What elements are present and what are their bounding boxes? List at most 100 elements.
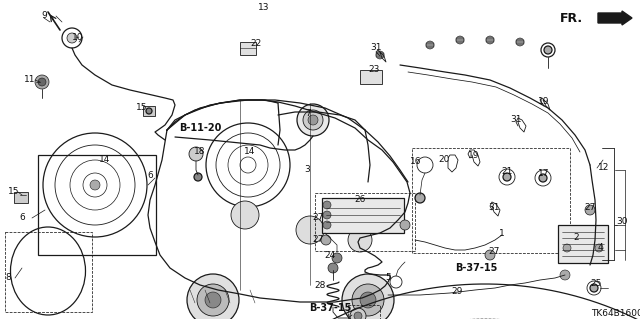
Circle shape <box>328 263 338 273</box>
Text: 23: 23 <box>368 65 380 75</box>
Text: 18: 18 <box>195 147 205 157</box>
Text: 3: 3 <box>304 166 310 174</box>
Text: 31: 31 <box>371 43 381 53</box>
Circle shape <box>539 174 547 182</box>
Text: 27: 27 <box>312 213 324 222</box>
Circle shape <box>205 292 221 308</box>
Circle shape <box>197 284 229 316</box>
Bar <box>322 198 404 233</box>
Circle shape <box>595 244 603 252</box>
Circle shape <box>352 284 384 316</box>
Bar <box>38 155 156 255</box>
Circle shape <box>350 308 366 319</box>
Circle shape <box>35 75 49 89</box>
Circle shape <box>485 250 495 260</box>
Circle shape <box>426 41 434 49</box>
Circle shape <box>415 193 425 203</box>
Text: 12: 12 <box>598 164 610 173</box>
Text: 31: 31 <box>510 115 522 124</box>
Bar <box>143 106 155 116</box>
Circle shape <box>194 173 202 181</box>
Circle shape <box>303 110 323 130</box>
Circle shape <box>348 228 372 252</box>
Text: 25: 25 <box>590 279 602 288</box>
Circle shape <box>332 253 342 263</box>
Text: 6: 6 <box>147 170 153 180</box>
Text: 13: 13 <box>259 4 269 12</box>
Circle shape <box>323 211 331 219</box>
Text: 14: 14 <box>244 147 256 157</box>
Circle shape <box>323 221 331 229</box>
Text: 21: 21 <box>501 167 513 176</box>
Text: 19: 19 <box>468 151 480 160</box>
Text: 30: 30 <box>616 218 628 226</box>
Circle shape <box>516 38 524 46</box>
Circle shape <box>354 312 362 319</box>
Text: B-37-15: B-37-15 <box>455 263 497 273</box>
Circle shape <box>321 235 331 245</box>
Circle shape <box>503 173 511 181</box>
Bar <box>486 38 494 42</box>
Text: 2: 2 <box>573 234 579 242</box>
Circle shape <box>342 274 394 319</box>
Text: 29: 29 <box>451 287 463 296</box>
Text: 8: 8 <box>5 273 11 283</box>
Bar <box>426 43 434 47</box>
Circle shape <box>67 33 77 43</box>
Circle shape <box>38 78 46 86</box>
Text: FR.: FR. <box>560 11 583 25</box>
Circle shape <box>400 220 410 230</box>
Circle shape <box>360 292 376 308</box>
Bar <box>376 53 384 57</box>
Text: TK64B1600E: TK64B1600E <box>591 308 640 317</box>
Text: B-37-15: B-37-15 <box>309 303 351 313</box>
Text: 4: 4 <box>597 242 603 251</box>
Circle shape <box>456 36 464 44</box>
Bar <box>240 42 256 55</box>
Circle shape <box>189 147 203 161</box>
Circle shape <box>486 36 494 44</box>
FancyArrow shape <box>598 11 632 25</box>
Bar <box>315 193 415 251</box>
Circle shape <box>231 201 259 229</box>
Circle shape <box>544 46 552 54</box>
Text: 10: 10 <box>72 33 84 41</box>
Circle shape <box>323 201 331 209</box>
Text: 17: 17 <box>538 168 550 177</box>
Bar <box>558 225 608 263</box>
Text: 22: 22 <box>250 39 262 48</box>
Text: 20: 20 <box>438 154 450 164</box>
Text: 26: 26 <box>355 196 365 204</box>
Text: 27: 27 <box>312 235 324 244</box>
Text: 6: 6 <box>19 213 25 222</box>
Bar <box>348 305 380 319</box>
Circle shape <box>375 297 382 304</box>
Circle shape <box>187 274 239 319</box>
Text: 7: 7 <box>305 108 311 117</box>
Text: 9: 9 <box>41 11 47 20</box>
Bar <box>516 40 524 44</box>
Text: 14: 14 <box>99 155 111 165</box>
Circle shape <box>563 244 571 252</box>
Circle shape <box>376 51 384 59</box>
Text: 15: 15 <box>136 103 148 113</box>
Text: 15: 15 <box>8 188 20 197</box>
Text: 1: 1 <box>499 228 505 238</box>
Circle shape <box>560 270 570 280</box>
Text: 11: 11 <box>24 76 36 85</box>
Circle shape <box>590 284 598 292</box>
Text: 31: 31 <box>488 203 500 211</box>
Circle shape <box>296 216 324 244</box>
Text: 16: 16 <box>410 158 422 167</box>
Circle shape <box>90 180 100 190</box>
Bar <box>5 232 92 312</box>
Bar <box>360 70 382 84</box>
Text: 27: 27 <box>488 248 500 256</box>
Text: 24: 24 <box>324 250 335 259</box>
Bar <box>412 148 570 253</box>
Circle shape <box>308 115 318 125</box>
Text: 5: 5 <box>385 273 391 283</box>
Circle shape <box>146 108 152 114</box>
Circle shape <box>585 205 595 215</box>
Bar <box>14 192 28 203</box>
